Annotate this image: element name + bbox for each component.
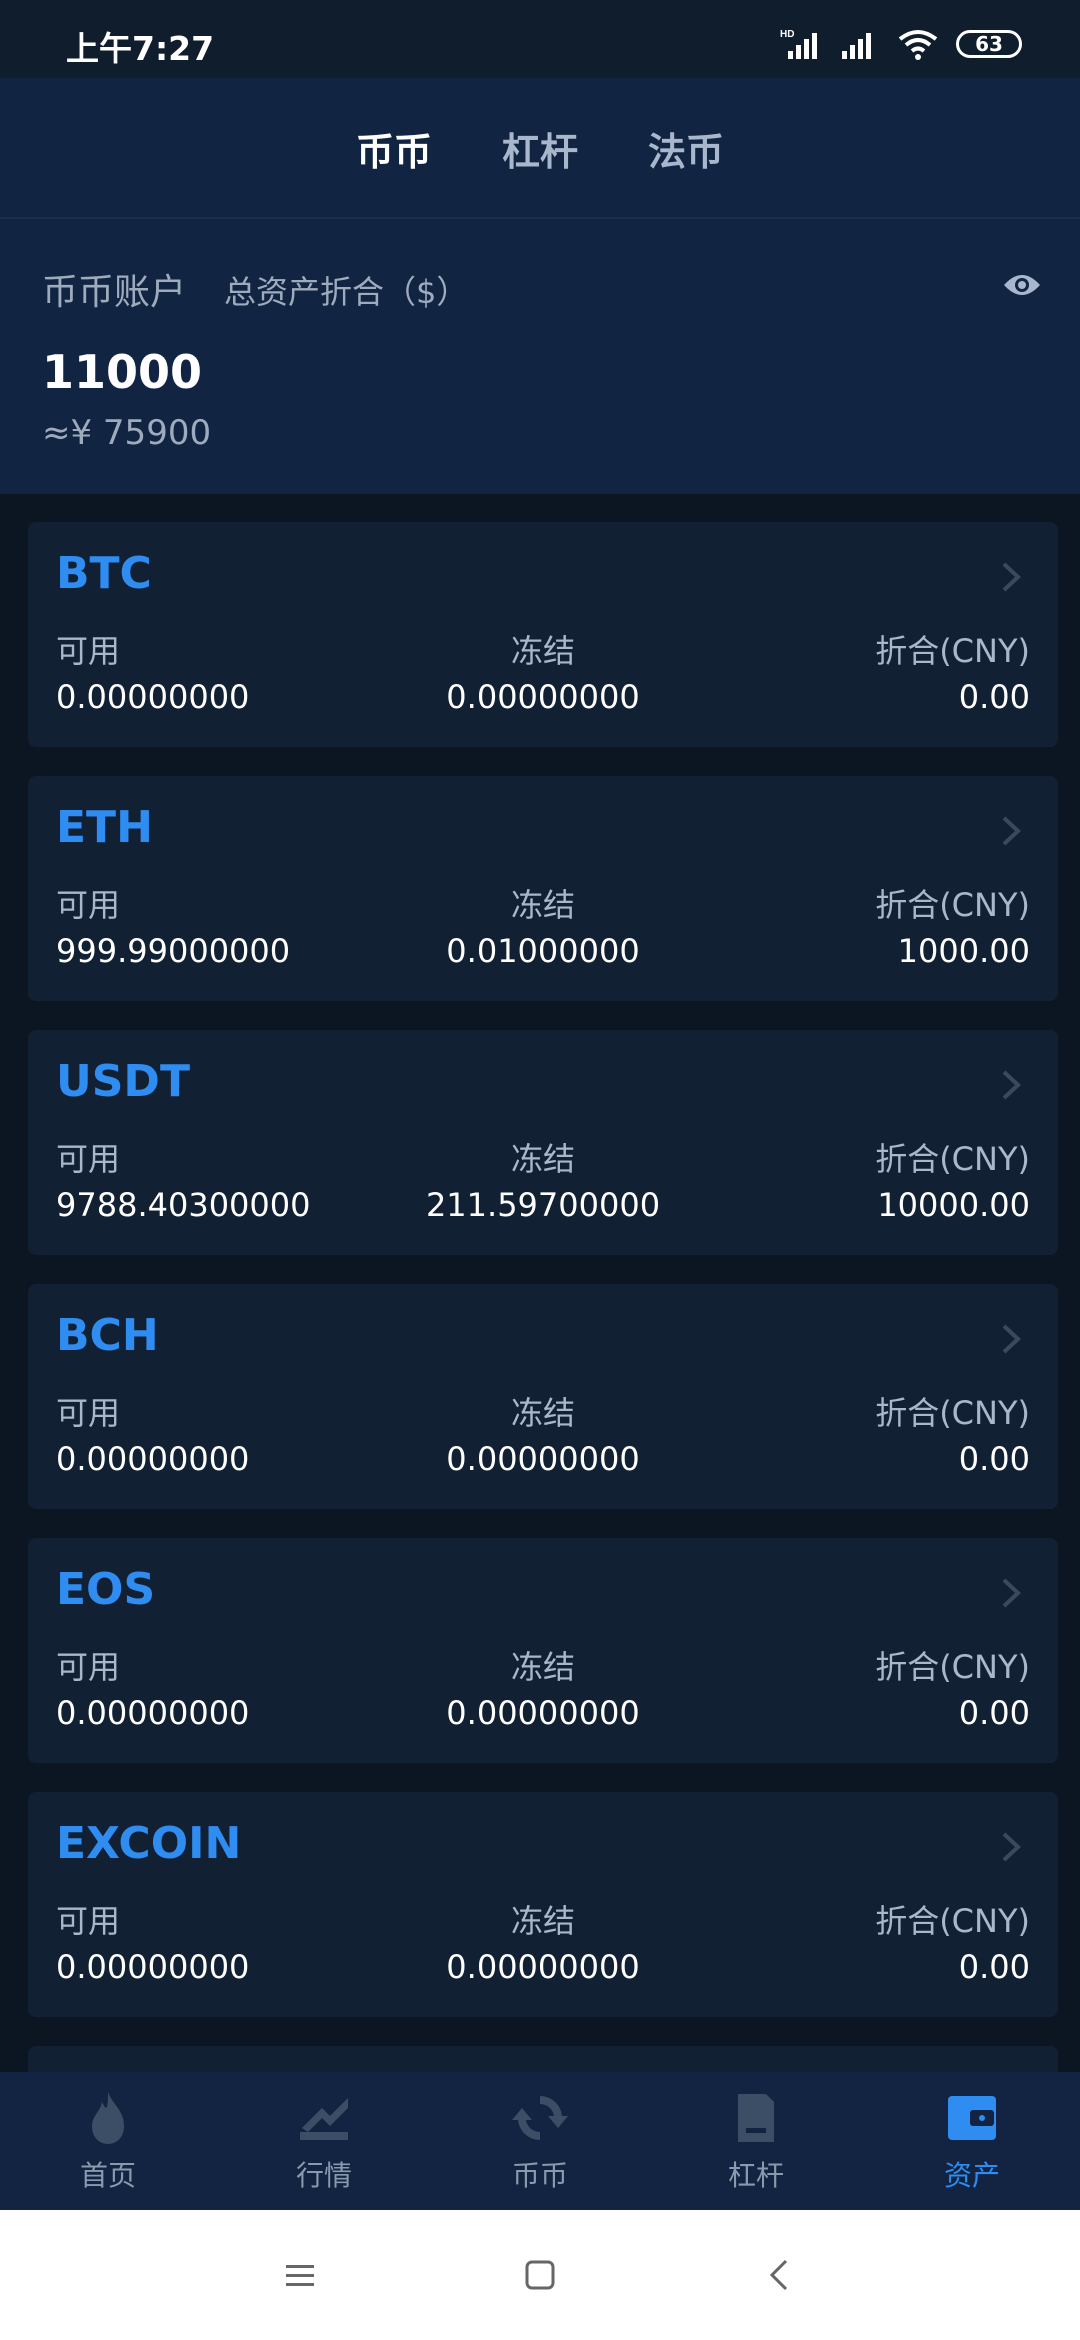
nav-market[interactable]: 行情 <box>216 2088 432 2194</box>
available-label: 可用 <box>56 1648 121 1686</box>
tab-margin[interactable]: 杠杆 <box>501 130 578 174</box>
top-nav: 币币 杠杆 法币 <box>0 78 1080 219</box>
chevron-right-icon <box>1002 1578 1021 1608</box>
flame-icon <box>92 2092 124 2144</box>
chevron-right-icon <box>1002 816 1021 846</box>
frozen-value: 0.00000000 <box>446 1948 640 1986</box>
coin-name: BTC <box>56 548 152 599</box>
nav-home[interactable]: 首页 <box>0 2088 216 2194</box>
available-value: 0.00000000 <box>56 1948 250 1986</box>
coin-name: EXCOIN <box>56 1818 242 1869</box>
status-time: 上午7:27 <box>66 29 215 68</box>
document-icon <box>738 2094 774 2142</box>
chevron-right-icon <box>1002 1324 1021 1354</box>
account-title: 币币账户 <box>42 272 187 313</box>
bottom-nav: 首页 行情 币币 杠杆 资产 <box>0 2072 1080 2210</box>
battery-icon: 63 <box>956 30 1022 58</box>
total-assets-usd: 11000 <box>42 345 203 399</box>
available-value: 999.99000000 <box>56 932 291 970</box>
system-nav-bar <box>0 2210 1080 2340</box>
nav-label: 首页 <box>79 2159 136 2192</box>
available-value: 0.00000000 <box>56 678 250 716</box>
coin-card-eth[interactable]: ETH 可用 冻结 折合(CNY) 999.99000000 0.0100000… <box>28 776 1058 1001</box>
frozen-value: 0.00000000 <box>446 1694 640 1732</box>
cny-label: 折合(CNY) <box>875 1648 1030 1686</box>
total-assets-cny: ≈¥ 75900 <box>42 413 212 453</box>
available-label: 可用 <box>56 886 121 924</box>
menu-icon[interactable] <box>280 2255 320 2295</box>
tab-spot[interactable]: 币币 <box>355 130 432 174</box>
chevron-right-icon <box>1002 562 1021 592</box>
status-icons: HD 63 <box>780 24 1022 64</box>
wallet-icon <box>948 2096 996 2140</box>
tab-fiat[interactable]: 法币 <box>648 130 725 174</box>
nav-assets[interactable]: 资产 <box>864 2088 1080 2194</box>
eye-icon[interactable] <box>1002 271 1042 299</box>
frozen-label: 冻结 <box>510 1394 575 1432</box>
coin-card-excoin[interactable]: EXCOIN 可用 冻结 折合(CNY) 0.00000000 0.000000… <box>28 1792 1058 2017</box>
account-subtitle: 总资产折合（$） <box>224 273 469 311</box>
frozen-value: 0.00000000 <box>446 1440 640 1478</box>
available-value: 0.00000000 <box>56 1440 250 1478</box>
nav-label: 币币 <box>511 2159 568 2192</box>
available-value: 0.00000000 <box>56 1694 250 1732</box>
home-icon[interactable] <box>520 2255 560 2295</box>
top-tabs: 币币 杠杆 法币 <box>0 78 1080 219</box>
nav-spot[interactable]: 币币 <box>432 2088 648 2194</box>
wifi-icon <box>898 30 938 60</box>
frozen-value: 0.00000000 <box>446 678 640 716</box>
coin-card-usdt[interactable]: USDT 可用 冻结 折合(CNY) 9788.40300000 211.597… <box>28 1030 1058 1255</box>
available-label: 可用 <box>56 632 121 670</box>
chart-icon <box>300 2098 348 2140</box>
coin-name: ETH <box>56 802 153 853</box>
chevron-right-icon <box>1002 1070 1021 1100</box>
signal-icon <box>842 33 871 59</box>
frozen-value: 0.01000000 <box>446 932 640 970</box>
cny-label: 折合(CNY) <box>875 886 1030 924</box>
nav-margin[interactable]: 杠杆 <box>648 2088 864 2194</box>
cny-label: 折合(CNY) <box>875 1394 1030 1432</box>
nav-label: 资产 <box>943 2159 1000 2192</box>
frozen-label: 冻结 <box>510 632 575 670</box>
frozen-label: 冻结 <box>510 1648 575 1686</box>
chevron-right-icon <box>1002 1832 1021 1862</box>
frozen-label: 冻结 <box>510 886 575 924</box>
available-value: 9788.40300000 <box>56 1186 311 1224</box>
cny-label: 折合(CNY) <box>875 1902 1030 1940</box>
cny-label: 折合(CNY) <box>875 1140 1030 1178</box>
cny-label: 折合(CNY) <box>875 632 1030 670</box>
status-bar: 上午7:27 HD 63 <box>0 0 1080 78</box>
available-label: 可用 <box>56 1140 121 1178</box>
cny-value: 0.00 <box>958 1948 1030 1986</box>
frozen-label: 冻结 <box>510 1902 575 1940</box>
coin-card-bch[interactable]: BCH 可用 冻结 折合(CNY) 0.00000000 0.00000000 … <box>28 1284 1058 1509</box>
cny-value: 0.00 <box>958 1694 1030 1732</box>
back-icon[interactable] <box>760 2255 800 2295</box>
cny-value: 10000.00 <box>877 1186 1030 1224</box>
coin-card-eos[interactable]: EOS 可用 冻结 折合(CNY) 0.00000000 0.00000000 … <box>28 1538 1058 1763</box>
svg-text:HD: HD <box>780 29 794 40</box>
frozen-label: 冻结 <box>510 1140 575 1178</box>
account-summary: 币币账户 总资产折合（$） 11000 ≈¥ 75900 <box>0 219 1080 494</box>
available-label: 可用 <box>56 1394 121 1432</box>
cny-value: 0.00 <box>958 1440 1030 1478</box>
frozen-value: 211.59700000 <box>425 1186 661 1224</box>
coin-name: USDT <box>56 1056 190 1107</box>
cny-value: 0.00 <box>958 678 1030 716</box>
coin-name: BCH <box>56 1310 159 1361</box>
refresh-icon <box>512 2095 568 2141</box>
coin-list: BTC 可用 冻结 折合(CNY) 0.00000000 0.00000000 … <box>28 522 1058 2046</box>
coin-card-btc[interactable]: BTC 可用 冻结 折合(CNY) 0.00000000 0.00000000 … <box>28 522 1058 747</box>
nav-label: 行情 <box>295 2159 352 2192</box>
nav-label: 杠杆 <box>727 2159 784 2192</box>
hd-signal-icon: HD <box>780 29 817 59</box>
cny-value: 1000.00 <box>897 932 1030 970</box>
coin-name: EOS <box>56 1564 156 1615</box>
available-label: 可用 <box>56 1902 121 1940</box>
